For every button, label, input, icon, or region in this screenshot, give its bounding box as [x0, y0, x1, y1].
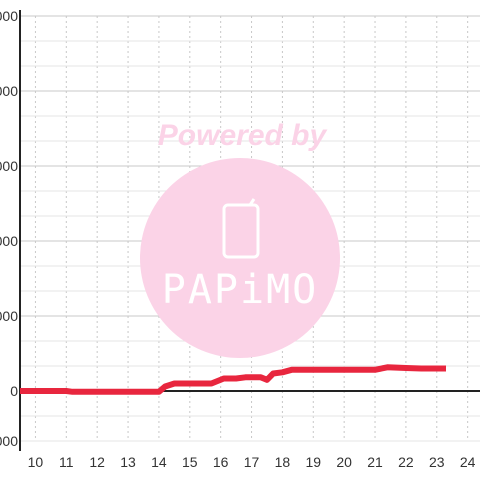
vertical-gridlines — [34, 16, 469, 441]
y-tick-label: 120,000 — [0, 83, 18, 99]
watermark-text: Powered by — [158, 119, 328, 152]
x-tick-label: 20 — [336, 454, 352, 470]
x-tick-label: 24 — [460, 454, 476, 470]
x-tick-label: 22 — [398, 454, 414, 470]
y-tick-label: 0 — [10, 383, 18, 399]
watermark: Powered by PAPiMO — [140, 119, 340, 358]
y-tick-label: 90,000 — [0, 158, 18, 174]
x-tick-label: 16 — [213, 454, 229, 470]
y-tick-labels: 150,000 120,000 90,000 60,000 30,000 0 -20,000 — [0, 8, 18, 449]
series-line — [20, 364, 446, 395]
x-tick-label: 21 — [367, 454, 383, 470]
x-tick-label: 23 — [429, 454, 445, 470]
x-tick-label: 11 — [59, 454, 74, 470]
watermark-logo-text: PAPiMO — [162, 267, 319, 313]
x-tick-label: 13 — [120, 454, 136, 470]
x-tick-label: 10 — [28, 454, 44, 470]
y-tick-label: -20,000 — [0, 433, 18, 449]
x-tick-label: 19 — [305, 454, 321, 470]
y-tick-label: 30,000 — [0, 308, 18, 324]
y-tick-label: 150,000 — [0, 8, 18, 24]
x-tick-label: 14 — [151, 454, 167, 470]
x-tick-label: 15 — [182, 454, 198, 470]
x-tick-label: 18 — [275, 454, 291, 470]
series-layer — [20, 364, 446, 395]
y-tick-label: 60,000 — [0, 233, 18, 249]
phone-icon — [222, 198, 260, 259]
x-tick-label: 17 — [244, 454, 260, 470]
x-tick-labels: 10 11 12 13 14 15 16 17 18 19 20 21 22 23 24 — [28, 454, 476, 470]
x-tick-label: 12 — [89, 454, 105, 470]
